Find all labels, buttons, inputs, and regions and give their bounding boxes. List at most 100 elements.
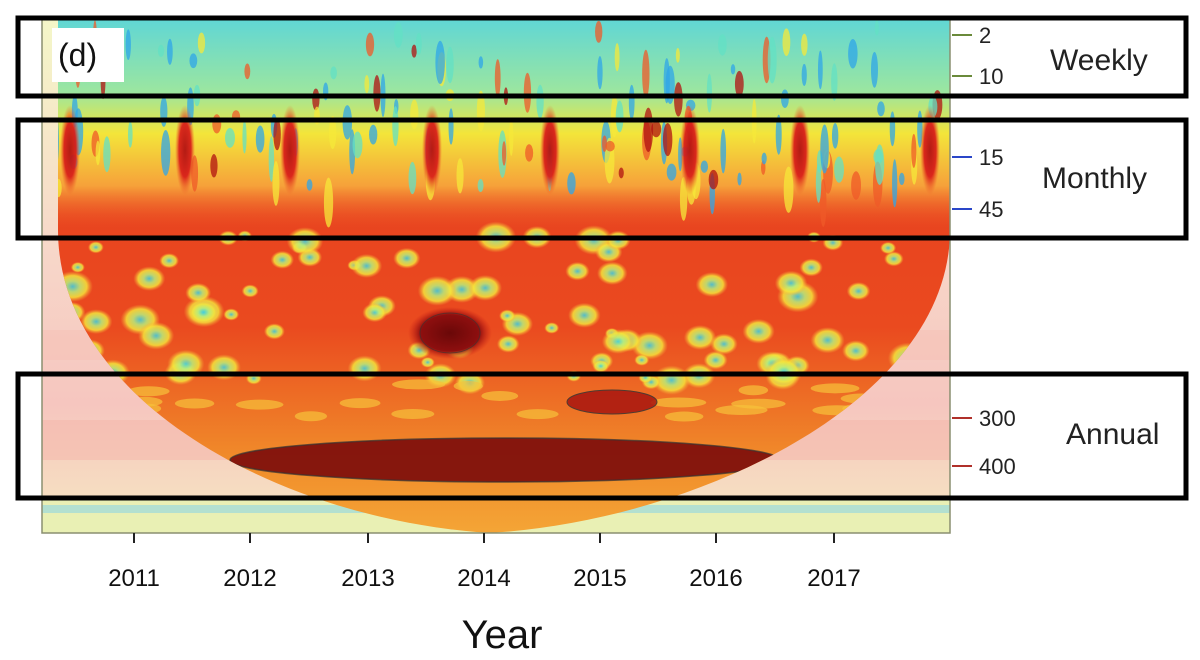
texture-burst: [60, 105, 80, 195]
texture-streak: [700, 160, 709, 173]
texture-highlight: [731, 398, 786, 409]
texture-streak: [781, 89, 789, 109]
texture-burst: [540, 105, 560, 195]
texture-spot: [185, 282, 212, 303]
texture-spot: [350, 253, 383, 278]
texture-spot: [880, 241, 897, 255]
texture-streak: [911, 133, 917, 168]
texture-streak: [708, 169, 719, 190]
heatmap-plot-area: [41, 17, 951, 534]
band-label: Annual: [1066, 418, 1159, 451]
texture-streak: [720, 128, 727, 174]
texture-highlight: [392, 379, 446, 390]
texture-streak: [651, 121, 662, 138]
texture-spot: [565, 261, 590, 281]
texture-streak: [851, 171, 861, 200]
texture-highlight: [738, 385, 769, 396]
texture-streak: [127, 121, 133, 148]
texture-streak: [244, 63, 251, 80]
band-box-annual: [15, 371, 1189, 501]
texture-streak: [730, 64, 736, 75]
texture-streak: [889, 111, 896, 147]
texture-spot: [468, 274, 503, 301]
texture-spot: [420, 356, 435, 368]
texture-streak: [718, 34, 727, 56]
texture-streak: [157, 44, 165, 57]
texture-streak: [477, 179, 484, 193]
texture-streak: [501, 141, 507, 166]
texture-highlight: [294, 411, 328, 422]
texture-streak: [801, 33, 808, 56]
texture-highlight: [650, 397, 707, 408]
texture-burst: [175, 105, 195, 195]
texture-spot: [133, 266, 166, 291]
texture-spot: [362, 302, 388, 323]
texture-streak: [210, 154, 218, 178]
texture-streak: [509, 118, 514, 156]
x-axis: 2011 2012 2013 2014 2015 2016 2017: [108, 533, 861, 592]
texture-streak: [478, 56, 484, 69]
texture-streak: [125, 29, 131, 60]
texture-streak: [874, 20, 879, 36]
texture-streak: [435, 40, 445, 85]
texture-streak: [597, 55, 603, 90]
texture-spot: [241, 284, 259, 298]
texture-streak: [393, 21, 403, 48]
texture-streak: [410, 99, 419, 130]
panel-label: (d): [58, 37, 97, 73]
x-tick-label: 2011: [108, 565, 160, 592]
band-box-monthly: [15, 117, 1189, 241]
texture-streak: [373, 75, 381, 112]
texture-streak: [875, 144, 885, 185]
texture-spot: [417, 275, 457, 306]
texture-streak: [898, 172, 905, 186]
panel-label-box: (d): [52, 28, 124, 82]
band-label: Monthly: [1042, 162, 1147, 195]
texture-spot: [810, 327, 845, 354]
period-tick-label: 300: [979, 406, 1016, 431]
texture-streak: [831, 123, 839, 149]
texture-highlight: [481, 390, 519, 401]
texture-spot: [842, 340, 870, 362]
texture-streak: [643, 107, 654, 153]
texture-spot: [499, 309, 516, 323]
texture-highlight: [127, 386, 170, 397]
texture-streak: [737, 172, 742, 186]
texture-spot: [884, 251, 904, 267]
texture-highlight: [339, 398, 381, 409]
texture-streak: [197, 32, 206, 54]
texture-burst: [680, 105, 700, 195]
texture-streak: [870, 51, 878, 88]
texture-streak: [448, 108, 454, 145]
texture-spot: [799, 258, 823, 277]
texture-streak: [610, 94, 618, 138]
texture-streak: [306, 179, 313, 191]
period-tick-label: 2: [979, 23, 991, 48]
texture-highlight: [174, 398, 215, 409]
texture-streak: [662, 123, 673, 157]
texture-streak: [567, 172, 576, 195]
texture-streak: [365, 32, 375, 57]
texture-streak: [892, 159, 898, 208]
texture-streak: [734, 70, 744, 98]
texture-streak: [369, 124, 378, 145]
texture-spot: [634, 354, 650, 366]
texture-streak: [801, 63, 807, 87]
texture-streak: [255, 125, 265, 153]
period-tick-label: 45: [979, 197, 1003, 222]
texture-streak: [767, 36, 777, 84]
x-axis-label: Year: [462, 613, 543, 657]
texture-streak: [817, 50, 823, 90]
texture-spot: [187, 300, 219, 325]
texture-spot: [710, 333, 738, 355]
texture-streak: [167, 38, 173, 65]
texture-burst: [280, 105, 300, 195]
texture-highlight: [453, 381, 483, 392]
texture-burst: [422, 105, 442, 195]
texture-streak: [783, 166, 794, 213]
texture-streak: [272, 161, 280, 206]
texture-spot: [774, 270, 808, 296]
x-tick-label: 2017: [807, 565, 860, 592]
x-tick-label: 2015: [573, 565, 626, 592]
